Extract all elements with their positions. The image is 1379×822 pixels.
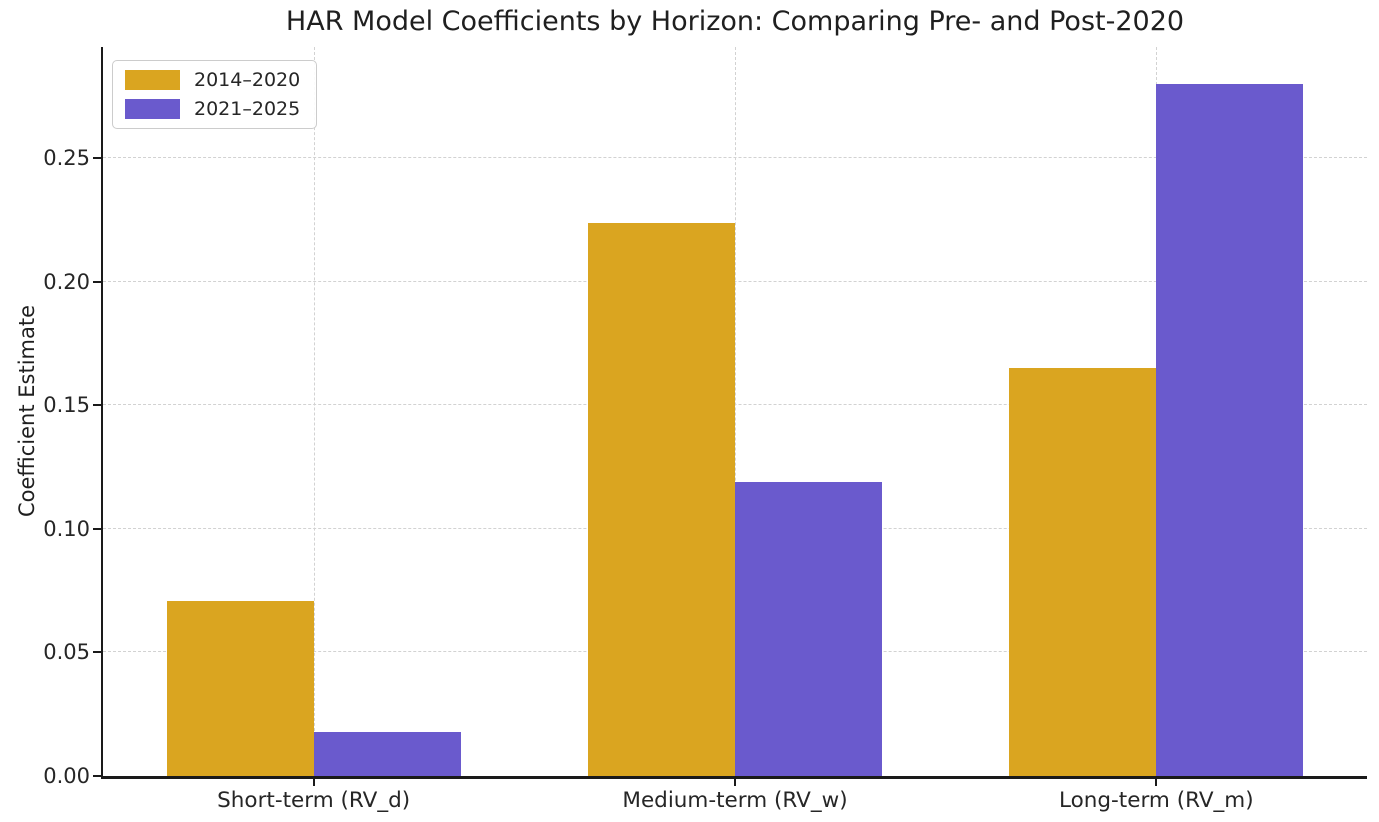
legend-item-pre-2020: 2014–2020 [125, 69, 300, 91]
bar-2021-2025-long-term-rv-m [1156, 84, 1304, 776]
bar-2021-2025-medium-term-rv-w [735, 481, 882, 776]
chart-title: HAR Model Coefficients by Horizon: Compa… [285, 6, 1185, 37]
x-tick-label-short-term-rv-d: Short-term (RV_d) [217, 788, 411, 813]
x-tick-mark-short-term-rv-d [312, 779, 315, 786]
y-tick-label-0.15: 0.15 [43, 393, 90, 418]
x-tick-label-long-term-rv-m: Long-term (RV_m) [1059, 788, 1254, 813]
x-tick-mark-medium-term-rv-w [734, 779, 736, 786]
legend-item-post-2020: 2021–2025 [125, 98, 300, 120]
y-tick-mark-0.15 [93, 404, 101, 407]
plot-area: Short-term (RV_d) Medium-term (RV_w) Long-… [101, 47, 1367, 813]
y-tick-label-0.25: 0.25 [43, 146, 90, 171]
bar-2014-2020-medium-term-rv-w [588, 222, 735, 776]
y-tick-mark-0.20 [93, 280, 101, 283]
bar-2014-2020-short-term-rv-d [166, 600, 314, 776]
y-tick-mark-0.05 [93, 651, 101, 654]
legend-label-pre-2020: 2014–2020 [194, 69, 301, 91]
y-tick-label-0.00: 0.00 [43, 764, 90, 788]
gridline-x-medium-term-rv-w [735, 47, 736, 776]
y-tick-label-0.05: 0.05 [43, 640, 90, 665]
x-tick-mark-long-term-rv-m [1155, 779, 1158, 786]
legend-label-post-2020: 2021–2025 [194, 98, 301, 120]
bar-2021-2025-short-term-rv-d [313, 731, 461, 776]
legend-swatch-post-2020-icon [125, 99, 180, 119]
gridline-x-short-term-rv-d [313, 47, 315, 776]
y-tick-label-0.10: 0.10 [43, 516, 90, 541]
bar-2014-2020-long-term-rv-m [1009, 368, 1157, 776]
y-tick-label-0.20: 0.20 [43, 269, 90, 294]
legend-swatch-pre-2020-icon [125, 70, 180, 90]
legend: 2014–2020 2021–2025 [112, 60, 318, 129]
x-tick-label-medium-term-rv-w: Medium-term (RV_w) [622, 788, 848, 813]
y-tick-mark-0.10 [93, 527, 101, 530]
y-tick-mark-0.00 [93, 775, 101, 777]
y-tick-mark-0.25 [93, 157, 101, 160]
